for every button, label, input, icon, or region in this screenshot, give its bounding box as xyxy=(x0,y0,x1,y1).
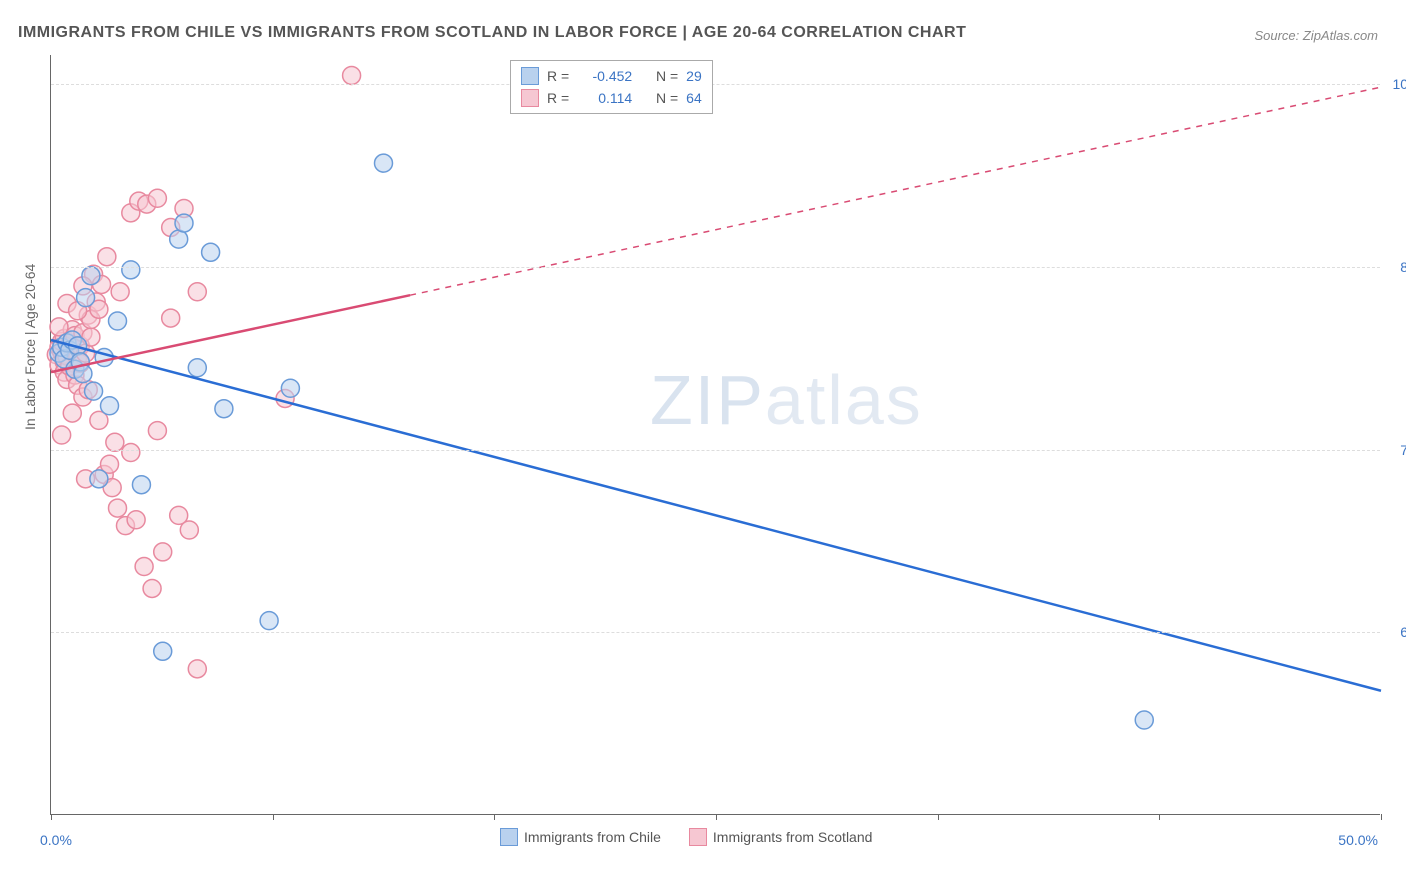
scatter-point xyxy=(188,359,206,377)
legend-item: Immigrants from Scotland xyxy=(689,828,873,846)
stat-r-label: R = xyxy=(547,87,569,109)
legend-stat-row: R = -0.452 N = 29 xyxy=(521,65,702,87)
stat-n-value: 64 xyxy=(686,87,702,109)
legend-swatch xyxy=(500,828,518,846)
scatter-point xyxy=(162,309,180,327)
scatter-point xyxy=(170,230,188,248)
source-label: Source: ZipAtlas.com xyxy=(1254,28,1378,43)
y-tick-label: 100.0% xyxy=(1393,76,1406,92)
scatter-point xyxy=(98,248,116,266)
scatter-point xyxy=(148,189,166,207)
scatter-point xyxy=(175,214,193,232)
scatter-point xyxy=(148,422,166,440)
scatter-point xyxy=(122,261,140,279)
legend-label: Immigrants from Chile xyxy=(524,829,661,845)
scatter-point xyxy=(50,318,68,336)
x-axis-max-label: 50.0% xyxy=(1338,832,1378,848)
legend-label: Immigrants from Scotland xyxy=(713,829,873,845)
correlation-legend: R = -0.452 N = 29 R = 0.114 N = 64 xyxy=(510,60,713,114)
x-axis-min-label: 0.0% xyxy=(40,832,72,848)
scatter-point xyxy=(132,476,150,494)
scatter-point xyxy=(85,382,103,400)
plot-svg xyxy=(51,55,1380,814)
scatter-point xyxy=(77,289,95,307)
scatter-point xyxy=(135,558,153,576)
legend-swatch xyxy=(521,67,539,85)
legend-swatch xyxy=(689,828,707,846)
scatter-point xyxy=(127,511,145,529)
scatter-point xyxy=(215,400,233,418)
scatter-point xyxy=(111,283,129,301)
scatter-point xyxy=(109,312,127,330)
scatter-point xyxy=(90,470,108,488)
scatter-point xyxy=(188,660,206,678)
stat-r-value: 0.114 xyxy=(577,87,632,109)
scatter-point xyxy=(281,379,299,397)
y-tick-label: 87.5% xyxy=(1400,259,1406,275)
scatter-point xyxy=(101,397,119,415)
scatter-point xyxy=(180,521,198,539)
legend-item: Immigrants from Chile xyxy=(500,828,661,846)
scatter-point xyxy=(260,612,278,630)
regression-line-dashed xyxy=(410,87,1381,295)
stat-r-label: R = xyxy=(547,65,569,87)
scatter-point xyxy=(154,543,172,561)
scatter-point xyxy=(143,579,161,597)
scatter-point xyxy=(375,154,393,172)
stat-r-value: -0.452 xyxy=(577,65,632,87)
legend-stat-row: R = 0.114 N = 64 xyxy=(521,87,702,109)
scatter-point xyxy=(202,243,220,261)
stat-n-value: 29 xyxy=(686,65,702,87)
chart-title: IMMIGRANTS FROM CHILE VS IMMIGRANTS FROM… xyxy=(18,24,966,42)
scatter-point xyxy=(106,433,124,451)
scatter-point xyxy=(109,499,127,517)
stat-n-label: N = xyxy=(656,87,678,109)
scatter-point xyxy=(53,426,71,444)
y-axis-label: In Labor Force | Age 20-64 xyxy=(22,264,38,430)
scatter-point xyxy=(154,642,172,660)
scatter-point xyxy=(63,404,81,422)
series-legend: Immigrants from Chile Immigrants from Sco… xyxy=(500,828,872,846)
stat-n-label: N = xyxy=(656,65,678,87)
plot-area: 62.5%75.0%87.5%100.0% xyxy=(50,55,1380,815)
scatter-point xyxy=(82,267,100,285)
scatter-point xyxy=(1135,711,1153,729)
scatter-point xyxy=(122,444,140,462)
chart-container: IMMIGRANTS FROM CHILE VS IMMIGRANTS FROM… xyxy=(0,0,1406,892)
y-tick-label: 75.0% xyxy=(1400,442,1406,458)
regression-line xyxy=(51,340,1381,691)
legend-swatch xyxy=(521,89,539,107)
y-tick-label: 62.5% xyxy=(1400,624,1406,640)
scatter-point xyxy=(188,283,206,301)
scatter-point xyxy=(343,66,361,84)
